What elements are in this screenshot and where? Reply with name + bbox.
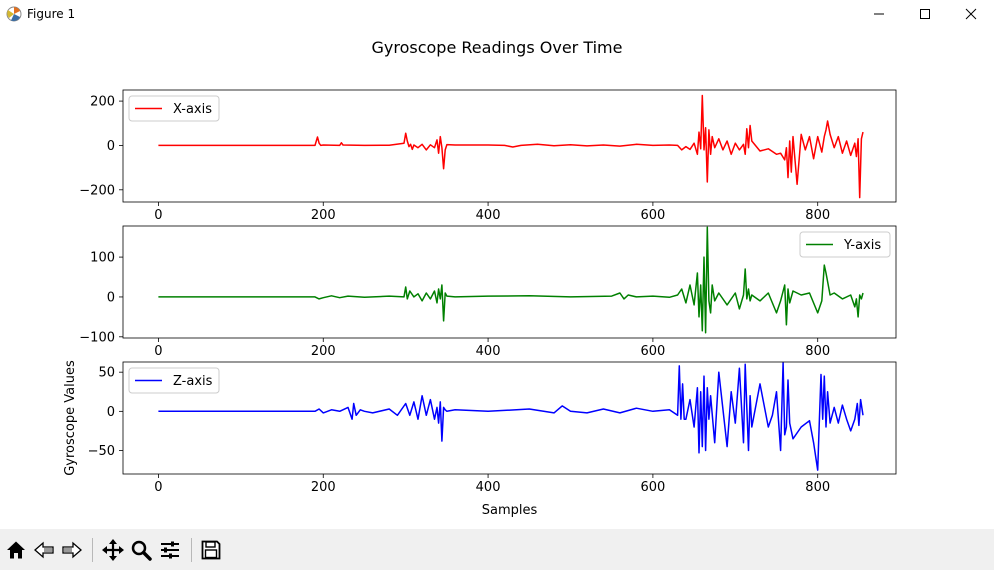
x-tick-label: 800 [805, 208, 830, 223]
configure-subplots-button[interactable] [155, 529, 185, 570]
pan-button[interactable] [99, 529, 127, 570]
minimize-button[interactable] [856, 0, 902, 28]
configure-subplots-icon [161, 541, 179, 558]
x-tick-label: 200 [311, 208, 336, 223]
legend-label: Y-axis [843, 238, 881, 253]
axes-frame [122, 89, 897, 203]
maximize-icon [920, 9, 930, 19]
forward-button[interactable] [58, 529, 86, 570]
series-line-y-axis [158, 226, 864, 334]
save-button[interactable] [198, 529, 224, 570]
x-axis-label: Samples [482, 503, 538, 518]
y-tick-label: −200 [79, 183, 115, 198]
zoom-icon [131, 540, 152, 561]
figure-canvas[interactable]: Gyroscope Readings Over Time 0 200 400 600 80… [0, 28, 994, 529]
y-tick-label: 0 [107, 290, 115, 305]
minimize-icon [874, 13, 884, 15]
maximize-button[interactable] [902, 0, 948, 28]
series-line-x-axis [158, 94, 864, 199]
axes-frame [122, 225, 897, 339]
axes-frame [122, 361, 897, 475]
series-line-z-axis [158, 362, 864, 471]
x-tick-label: 0 [154, 480, 162, 495]
close-button[interactable] [948, 0, 994, 28]
y-axis-label: Gyroscope Values [63, 360, 78, 476]
close-icon [965, 8, 977, 20]
x-tick-label: 600 [640, 344, 665, 359]
y-tick-label: −50 [88, 444, 115, 459]
x-tick-label: 200 [311, 480, 336, 495]
x-tick-label: 400 [476, 344, 501, 359]
back-button[interactable] [30, 529, 58, 570]
y-tick-label: 100 [90, 251, 115, 266]
x-tick-label: 600 [640, 480, 665, 495]
x-tick-label: 400 [476, 208, 501, 223]
forward-icon [62, 541, 82, 558]
y-tick-label: 0 [107, 139, 115, 154]
legend-box [799, 231, 891, 258]
window-title-bar: Figure 1 [0, 0, 994, 28]
pan-icon [102, 538, 124, 561]
x-tick-label: 600 [640, 208, 665, 223]
zoom-button[interactable] [127, 529, 155, 570]
home-icon [7, 541, 25, 558]
navigation-toolbar [0, 529, 994, 570]
legend-box [128, 367, 220, 394]
y-tick-label: −100 [79, 330, 115, 345]
back-icon [34, 541, 54, 558]
x-tick-label: 800 [805, 480, 830, 495]
figure-title: Gyroscope Readings Over Time [372, 38, 623, 57]
window-title: Figure 1 [27, 7, 76, 21]
legend-box [128, 95, 220, 122]
y-tick-label: 200 [90, 95, 115, 110]
save-icon [201, 540, 221, 559]
gyroscope-chart: Gyroscope Readings Over Time 0 200 400 600 80… [63, 38, 897, 518]
legend-label: X-axis [173, 102, 212, 117]
toolbar-separator [92, 537, 93, 562]
y-tick-label: 0 [107, 405, 115, 420]
x-tick-label: 0 [154, 208, 162, 223]
x-tick-label: 200 [311, 344, 336, 359]
toolbar-separator [191, 537, 192, 562]
home-button[interactable] [2, 529, 30, 570]
x-tick-label: 400 [476, 480, 501, 495]
y-tick-label: 50 [98, 366, 115, 381]
matplotlib-app-icon [6, 6, 22, 22]
legend-label: Z-axis [173, 374, 213, 389]
x-tick-label: 800 [805, 344, 830, 359]
x-tick-label: 0 [154, 344, 162, 359]
